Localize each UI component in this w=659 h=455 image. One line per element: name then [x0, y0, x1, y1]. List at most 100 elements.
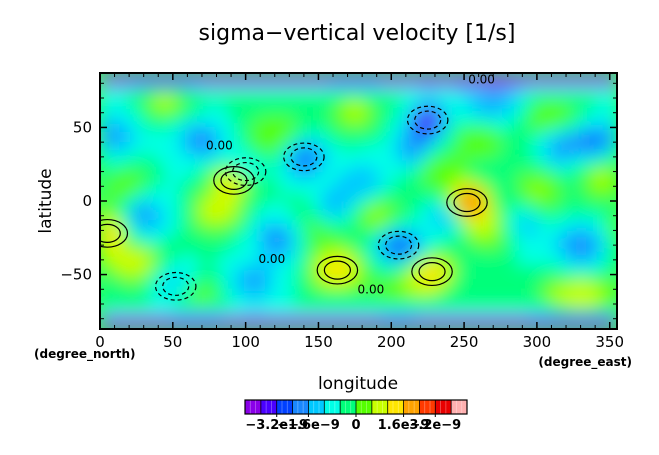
field-cell: [171, 73, 180, 81]
field-cell: [588, 144, 597, 152]
field-cell: [473, 108, 482, 117]
field-cell: [530, 257, 539, 266]
field-cell: [121, 293, 130, 302]
field-cell: [552, 250, 561, 259]
field-cell: [107, 186, 115, 195]
field-cell: [322, 279, 331, 287]
field-cell: [552, 94, 561, 103]
field-cell: [135, 229, 144, 238]
field-cell: [394, 229, 403, 238]
field-cell: [157, 122, 166, 131]
field-cell: [530, 243, 539, 252]
field-cell: [444, 94, 453, 103]
field-cell: [380, 307, 388, 316]
field-cell: [121, 179, 130, 188]
field-cell: [293, 314, 302, 323]
field-cell: [336, 229, 345, 238]
field-cell: [365, 208, 374, 216]
field-cell: [186, 215, 194, 223]
field-cell: [581, 151, 589, 159]
field-cell: [128, 172, 137, 181]
field-cell: [451, 265, 460, 273]
field-cell: [250, 193, 259, 202]
field-cell: [286, 208, 295, 216]
field-cell: [358, 265, 367, 273]
field-cell: [566, 321, 575, 329]
field-cell: [487, 201, 496, 209]
field-cell: [487, 307, 496, 316]
field-cell: [351, 87, 360, 95]
field-cell: [344, 108, 352, 117]
field-cell: [444, 144, 453, 152]
field-cell: [581, 94, 589, 103]
field-cell: [387, 137, 395, 145]
field-cell: [301, 279, 309, 287]
field-cell: [322, 215, 331, 223]
field-cell: [394, 144, 403, 152]
field-cell: [114, 229, 123, 238]
field-cell: [581, 279, 589, 287]
field-cell: [265, 186, 273, 195]
field-cell: [107, 236, 115, 245]
field-cell: [315, 265, 324, 273]
field-cell: [602, 201, 611, 209]
field-cell: [214, 193, 223, 202]
field-cell: [157, 314, 166, 323]
field-cell: [415, 122, 424, 131]
y-tick-label: 0: [82, 192, 92, 210]
field-cell: [423, 236, 431, 245]
field-cell: [344, 115, 352, 124]
field-cell: [329, 73, 338, 81]
field-cell: [279, 122, 288, 131]
field-cell: [114, 222, 123, 231]
field-cell: [351, 101, 360, 110]
field-cell: [236, 314, 245, 323]
field-cell: [279, 321, 288, 329]
field-cell: [178, 172, 187, 181]
field-cell: [430, 73, 439, 81]
field-cell: [178, 193, 187, 202]
field-cell: [193, 314, 202, 323]
field-cell: [466, 300, 474, 309]
field-cell: [351, 158, 360, 167]
field-cell: [588, 293, 597, 302]
field-cell: [293, 179, 302, 188]
field-cell: [301, 115, 309, 124]
field-cell: [301, 307, 309, 316]
field-cell: [114, 87, 123, 95]
field-cell: [473, 73, 482, 81]
field-cell: [193, 80, 202, 88]
field-cell: [128, 229, 137, 238]
field-cell: [430, 172, 439, 181]
field-cell: [430, 300, 439, 309]
field-cell: [243, 279, 252, 287]
field-cell: [401, 179, 410, 188]
field-cell: [394, 94, 403, 103]
field-cell: [236, 94, 245, 103]
field-cell: [186, 243, 194, 252]
field-cell: [250, 186, 259, 195]
field-cell: [516, 115, 525, 124]
field-cell: [394, 286, 403, 295]
field-cell: [250, 73, 259, 81]
field-cell: [365, 108, 374, 117]
field-cell: [301, 101, 309, 110]
field-cell: [581, 265, 589, 273]
field-cell: [214, 293, 223, 302]
field-cell: [293, 272, 302, 280]
field-cell: [121, 300, 130, 309]
field-cell: [365, 293, 374, 302]
field-cell: [257, 144, 266, 152]
field-cell: [143, 94, 151, 103]
field-cell: [178, 87, 187, 95]
field-cell: [415, 115, 424, 124]
field-cell: [351, 307, 360, 316]
field-cell: [171, 87, 180, 95]
field-cell: [415, 186, 424, 195]
field-cell: [301, 215, 309, 223]
field-cell: [336, 115, 345, 124]
field-cell: [372, 94, 381, 103]
field-cell: [178, 165, 187, 174]
field-cell: [250, 158, 259, 167]
field-cell: [595, 87, 604, 95]
